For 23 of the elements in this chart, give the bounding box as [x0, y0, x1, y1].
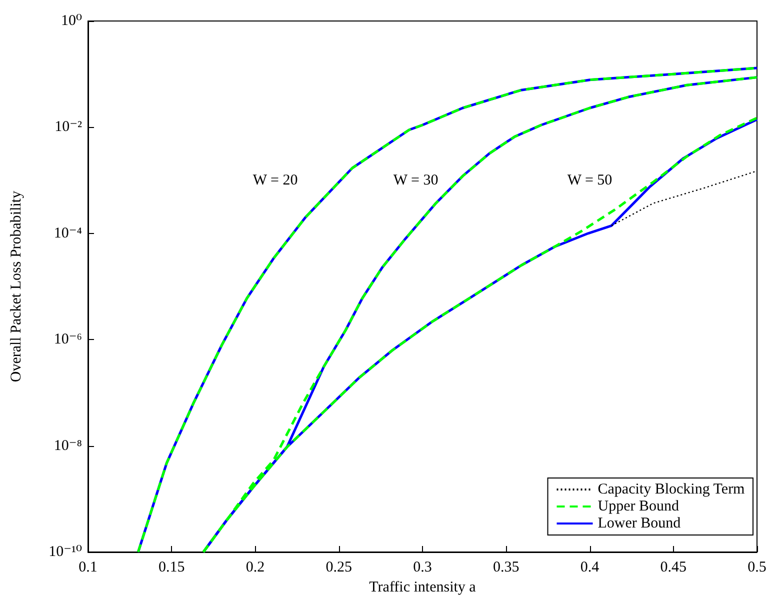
y-tick-label: 10⁻⁶ — [54, 332, 82, 348]
x-tick-label: 0.1 — [78, 560, 98, 576]
x-tick-label: 0.4 — [580, 560, 600, 576]
y-tick-label: 10⁻² — [54, 119, 82, 136]
y-tick-label: 10⁻⁸ — [54, 438, 82, 454]
x-tick-label: 0.45 — [660, 560, 686, 576]
y-tick-label: 10⁻⁴ — [54, 225, 82, 242]
annotation: W = 30 — [393, 172, 438, 188]
x-tick-label: 0.3 — [413, 560, 432, 576]
annotation: W = 50 — [567, 172, 612, 188]
x-tick-label: 0.2 — [246, 560, 265, 576]
y-axis-title: Overall Packet Loss Probability — [8, 190, 24, 382]
annotation: W = 20 — [252, 172, 298, 188]
x-tick-label: 0.25 — [326, 560, 352, 576]
legend-label: Upper Bound — [598, 498, 680, 514]
x-tick-label: 0.35 — [493, 560, 520, 576]
x-axis-title: Traffic intensity a — [369, 580, 476, 596]
x-tick-label: 0.5 — [748, 560, 766, 576]
x-tick-label: 0.15 — [158, 560, 185, 576]
legend-label: Lower Bound — [598, 516, 682, 532]
legend-label: Capacity Blocking Term — [598, 482, 746, 498]
y-tick-label: 10⁻¹⁰ — [48, 544, 82, 560]
y-tick-label: 10⁰ — [60, 13, 82, 29]
